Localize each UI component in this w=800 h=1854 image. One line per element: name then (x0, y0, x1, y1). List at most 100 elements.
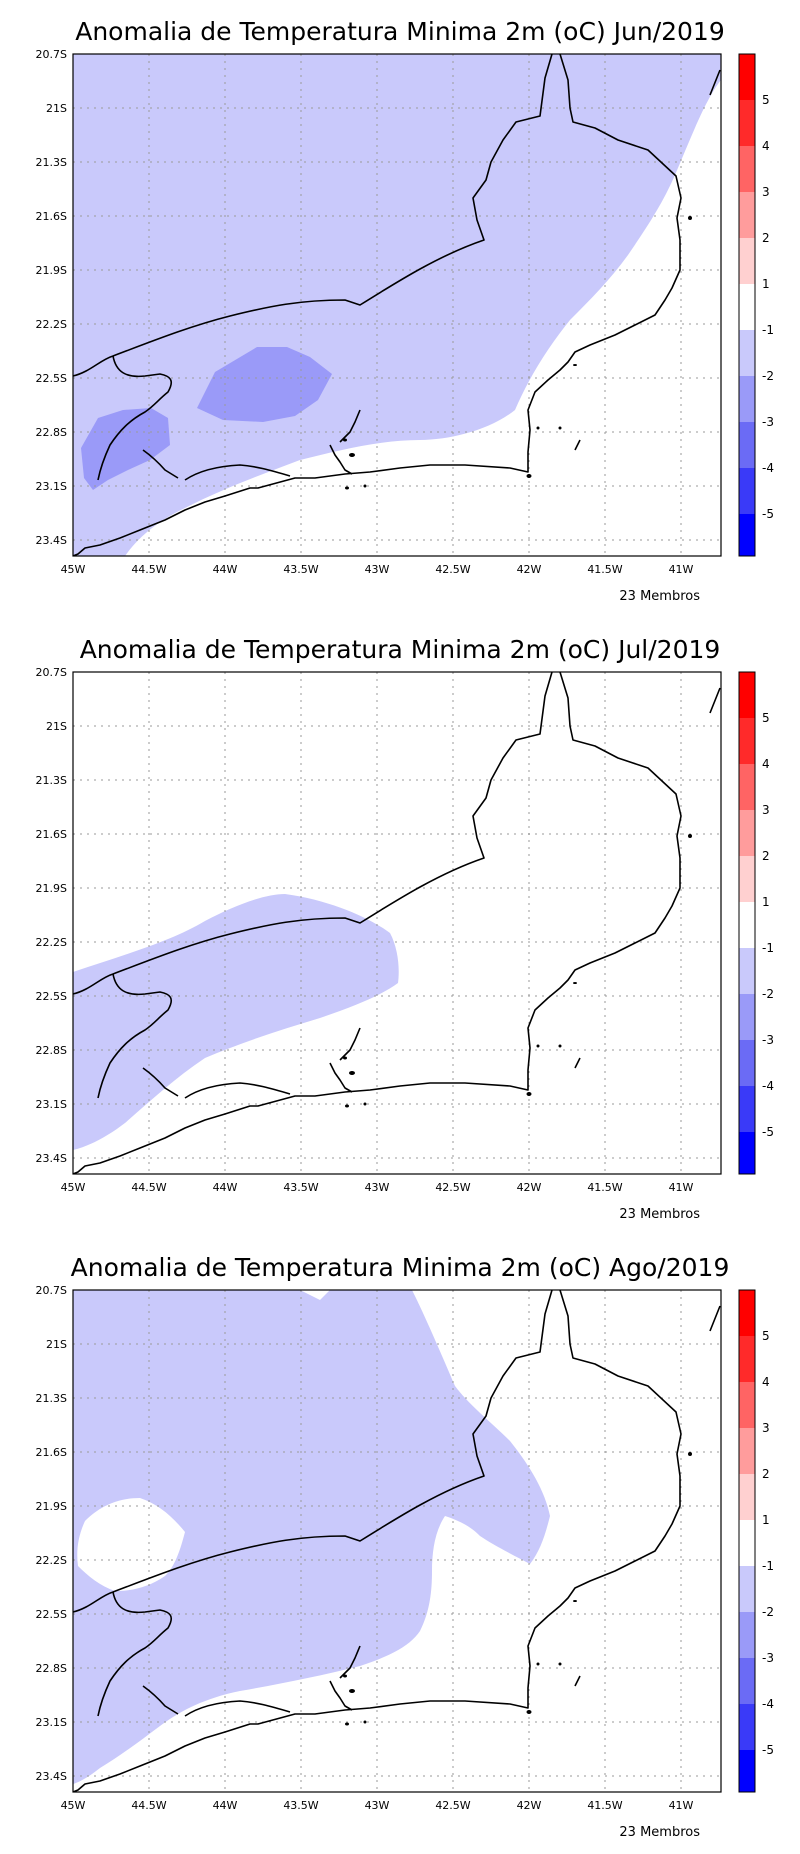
svg-text:42.5W: 42.5W (435, 563, 470, 576)
svg-text:21.9S: 21.9S (36, 1500, 67, 1513)
svg-text:-1: -1 (762, 1559, 774, 1573)
svg-text:-4: -4 (762, 461, 774, 475)
svg-text:42.5W: 42.5W (435, 1799, 470, 1812)
lat-lon-grid (73, 672, 721, 1174)
svg-text:21.9S: 21.9S (36, 882, 67, 895)
svg-text:4: 4 (762, 1375, 770, 1389)
panel-title: Anomalia de Temperatura Minima 2m (oC) J… (75, 17, 725, 46)
ensemble-members-label: 23 Membros (619, 589, 700, 604)
coastline-and-borders (73, 672, 721, 1174)
svg-text:-1: -1 (762, 323, 774, 337)
svg-text:23.1S: 23.1S (36, 480, 67, 493)
svg-text:-4: -4 (762, 1079, 774, 1093)
map-panel-ago: Anomalia de Temperatura Minima 2m (oC) A… (0, 1236, 800, 1854)
svg-text:42W: 42W (517, 1799, 542, 1812)
svg-text:23.4S: 23.4S (36, 534, 67, 547)
colorbar: 5 4 3 2 1 -1 -2 -3 -4 -5 (738, 1289, 774, 1793)
svg-text:44.5W: 44.5W (131, 563, 166, 576)
svg-text:2: 2 (762, 849, 770, 863)
svg-text:43.5W: 43.5W (283, 563, 318, 576)
svg-text:22.5S: 22.5S (36, 1608, 67, 1621)
longitude-labels: 45W 44.5W 44W 43.5W 43W 42.5W 42W 41.5W … (61, 1799, 694, 1812)
svg-text:43.5W: 43.5W (283, 1181, 318, 1194)
svg-text:2: 2 (762, 1467, 770, 1481)
svg-text:-3: -3 (762, 1033, 774, 1047)
svg-text:23.1S: 23.1S (36, 1098, 67, 1111)
longitude-labels: 45W 44.5W 44W 43.5W 43W 42.5W 42W 41.5W … (61, 1181, 694, 1194)
svg-text:-3: -3 (762, 415, 774, 429)
svg-text:42W: 42W (517, 563, 542, 576)
svg-text:22.2S: 22.2S (36, 318, 67, 331)
svg-text:42W: 42W (517, 1181, 542, 1194)
svg-text:4: 4 (762, 139, 770, 153)
svg-text:23.4S: 23.4S (36, 1770, 67, 1783)
svg-text:21.9S: 21.9S (36, 264, 67, 277)
map-panel-jun: Anomalia de Temperatura Minima 2m (oC) J… (0, 0, 800, 618)
svg-text:21.3S: 21.3S (36, 774, 67, 787)
svg-text:41.5W: 41.5W (587, 1799, 622, 1812)
svg-text:21S: 21S (46, 102, 67, 115)
svg-text:2: 2 (762, 231, 770, 245)
svg-text:45W: 45W (61, 563, 86, 576)
svg-text:22.8S: 22.8S (36, 1662, 67, 1675)
svg-text:22.2S: 22.2S (36, 936, 67, 949)
svg-text:1: 1 (762, 895, 770, 909)
svg-text:41W: 41W (669, 1181, 694, 1194)
svg-text:41W: 41W (669, 1799, 694, 1812)
longitude-labels: 45W 44.5W 44W 43.5W 43W 42.5W 42W 41.5W … (61, 563, 694, 576)
lat-lon-grid (73, 1290, 721, 1792)
svg-text:-3: -3 (762, 1651, 774, 1665)
colorbar: 5 4 3 2 1 -1 -2 -3 -4 -5 (738, 671, 774, 1175)
svg-text:23.1S: 23.1S (36, 1716, 67, 1729)
svg-text:43W: 43W (365, 1799, 390, 1812)
svg-text:43.5W: 43.5W (283, 1799, 318, 1812)
svg-text:43W: 43W (365, 563, 390, 576)
svg-text:5: 5 (762, 1329, 770, 1343)
svg-text:3: 3 (762, 803, 770, 817)
svg-text:42.5W: 42.5W (435, 1181, 470, 1194)
svg-text:-4: -4 (762, 1697, 774, 1711)
svg-text:21.6S: 21.6S (36, 1446, 67, 1459)
ensemble-members-label: 23 Membros (619, 1825, 700, 1840)
svg-text:20.7S: 20.7S (36, 48, 67, 61)
svg-text:44W: 44W (213, 1181, 238, 1194)
svg-text:45W: 45W (61, 1181, 86, 1194)
coastline-and-borders (73, 54, 721, 556)
map-frame (72, 1289, 722, 1793)
svg-text:22.5S: 22.5S (36, 372, 67, 385)
svg-text:23.4S: 23.4S (36, 1152, 67, 1165)
lat-lon-grid (73, 54, 721, 556)
ensemble-members-label: 23 Membros (619, 1207, 700, 1222)
svg-text:-2: -2 (762, 369, 774, 383)
svg-text:21S: 21S (46, 1338, 67, 1351)
svg-text:22.8S: 22.8S (36, 426, 67, 439)
svg-text:22.5S: 22.5S (36, 990, 67, 1003)
latitude-labels: 20.7S 21S 21.3S 21.6S 21.9S 22.2S 22.5S … (36, 1284, 67, 1783)
svg-text:21.3S: 21.3S (36, 156, 67, 169)
svg-text:-1: -1 (762, 941, 774, 955)
svg-text:22.8S: 22.8S (36, 1044, 67, 1057)
svg-text:21.3S: 21.3S (36, 1392, 67, 1405)
svg-text:20.7S: 20.7S (36, 666, 67, 679)
svg-text:22.2S: 22.2S (36, 1554, 67, 1567)
latitude-labels: 20.7S 21S 21.3S 21.6S 21.9S 22.2S 22.5S … (36, 48, 67, 547)
panel-title: Anomalia de Temperatura Minima 2m (oC) A… (71, 1253, 730, 1282)
svg-text:44W: 44W (213, 1799, 238, 1812)
svg-text:44.5W: 44.5W (131, 1799, 166, 1812)
svg-text:-2: -2 (762, 987, 774, 1001)
svg-text:41.5W: 41.5W (587, 563, 622, 576)
svg-text:20.7S: 20.7S (36, 1284, 67, 1297)
panel-title: Anomalia de Temperatura Minima 2m (oC) J… (80, 635, 721, 664)
svg-text:-5: -5 (762, 1125, 774, 1139)
map-frame (72, 671, 722, 1175)
latitude-labels: 20.7S 21S 21.3S 21.6S 21.9S 22.2S 22.5S … (36, 666, 67, 1165)
coastline-and-borders (73, 1290, 721, 1792)
svg-text:21S: 21S (46, 720, 67, 733)
svg-text:5: 5 (762, 711, 770, 725)
svg-text:-5: -5 (762, 1743, 774, 1757)
svg-text:41.5W: 41.5W (587, 1181, 622, 1194)
svg-text:1: 1 (762, 1513, 770, 1527)
svg-text:5: 5 (762, 93, 770, 107)
svg-text:21.6S: 21.6S (36, 828, 67, 841)
svg-text:44.5W: 44.5W (131, 1181, 166, 1194)
